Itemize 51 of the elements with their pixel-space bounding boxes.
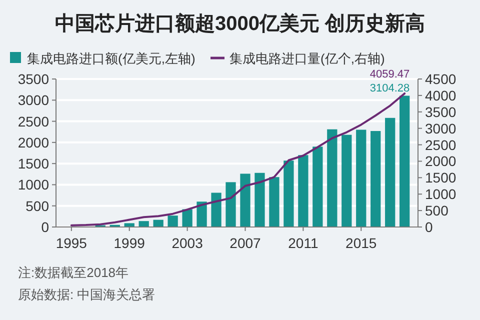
bar <box>182 209 192 227</box>
legend-label: 集成电路进口量(亿个,右轴) <box>230 51 385 66</box>
bar <box>312 146 323 227</box>
bar <box>211 192 222 227</box>
chart-title: 中国芯片进口额超3000亿美元 创历史新高 <box>54 12 426 35</box>
bar <box>226 182 236 227</box>
legend-label: 集成电路进口额(亿美元,左轴) <box>27 51 196 66</box>
x-tick-label: 1995 <box>56 235 88 251</box>
y-tick-label: 1000 <box>18 176 50 193</box>
bar <box>138 221 149 227</box>
y2-tick-label: 0 <box>425 219 433 235</box>
x-tick-label: 2007 <box>230 235 262 251</box>
bar <box>240 174 250 227</box>
y2-tick-label: 4000 <box>425 87 456 104</box>
data-label: 3104.28 <box>370 82 410 95</box>
bar <box>385 118 396 227</box>
y-tick-label: 1500 <box>18 156 50 172</box>
text: 原始数据: 中国海关总署 <box>18 287 156 302</box>
data-label: 4059.47 <box>370 68 410 80</box>
bar <box>254 172 265 227</box>
bar <box>298 155 308 227</box>
x-tick-label: 2015 <box>346 235 377 251</box>
y-tick-label: 2500 <box>18 113 50 130</box>
x-tick-label: 2011 <box>288 235 318 251</box>
y2-tick-label: 500 <box>425 202 449 219</box>
y2-tick-label: 4500 <box>425 71 456 87</box>
bar <box>284 160 294 227</box>
text: 注:数据截至2018年 <box>18 265 129 280</box>
y2-tick-label: 2000 <box>425 153 456 170</box>
y-tick-label: 0 <box>41 219 50 235</box>
x-tick-label: 1999 <box>114 235 146 251</box>
y2-tick-label: 1500 <box>425 170 456 186</box>
bar <box>124 223 134 227</box>
bar <box>400 96 410 227</box>
bar <box>327 129 338 227</box>
bar <box>370 131 381 227</box>
bar <box>196 202 207 227</box>
bar <box>342 134 352 227</box>
bar <box>356 130 366 227</box>
y-tick-label: 3000 <box>18 92 50 108</box>
x-tick-label: 2003 <box>172 235 204 251</box>
y2-tick-label: 2500 <box>425 136 456 153</box>
y2-tick-label: 3000 <box>425 120 456 136</box>
bar <box>168 216 178 227</box>
y-tick-label: 500 <box>26 198 50 214</box>
y2-tick-label: 1000 <box>425 186 456 202</box>
bar <box>269 177 280 227</box>
y-tick-label: 3500 <box>18 71 50 87</box>
y-tick-label: 2000 <box>18 134 50 150</box>
y2-tick-label: 3500 <box>425 104 456 120</box>
line-series <box>70 92 406 226</box>
